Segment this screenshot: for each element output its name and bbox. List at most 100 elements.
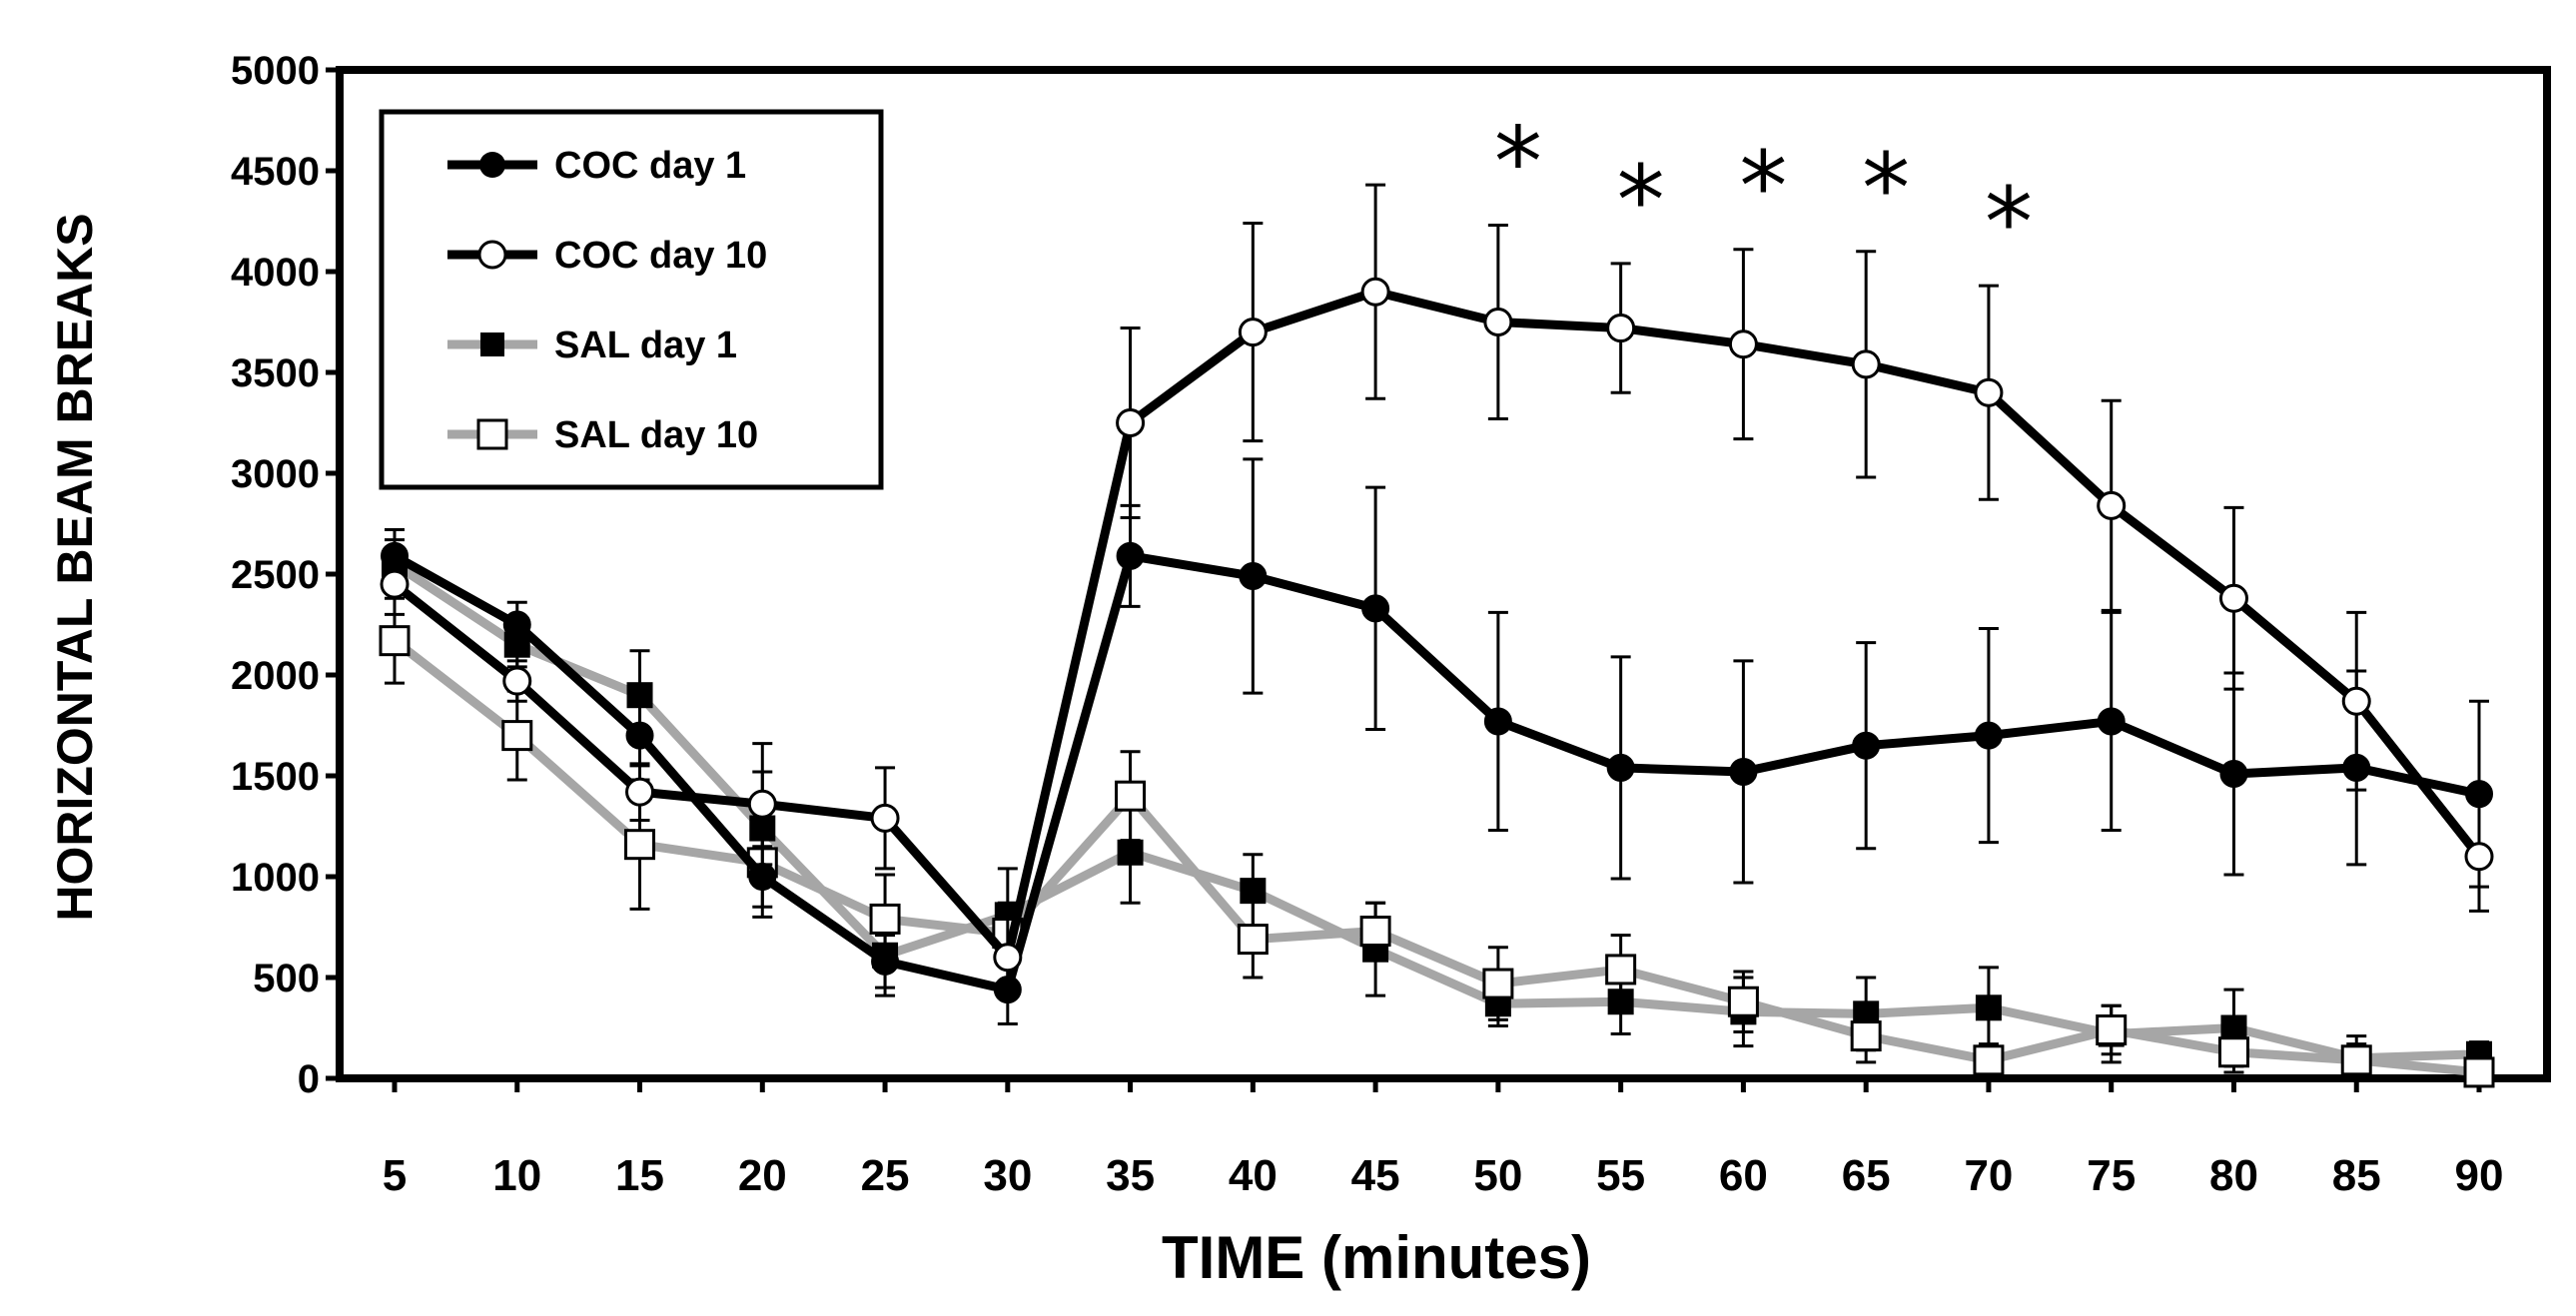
data-point (1361, 594, 1390, 623)
significance-star: * (1739, 131, 1787, 243)
data-point (2463, 1056, 2495, 1088)
data-point (380, 569, 410, 599)
legend-label: COC day 10 (554, 235, 767, 277)
y-tick-label: 500 (253, 957, 320, 1000)
data-point (2341, 686, 2371, 716)
legend-item: COC day 10 (447, 235, 767, 277)
data-point (2464, 842, 2494, 872)
data-point (502, 666, 532, 696)
data-point (993, 943, 1023, 973)
data-point (1850, 1020, 1882, 1052)
legend-marker (477, 240, 507, 270)
data-point (1973, 1044, 2005, 1076)
data-point (1851, 349, 1881, 379)
data-point (1729, 757, 1758, 786)
data-point (1606, 753, 1635, 782)
y-tick-label: 2500 (231, 553, 320, 597)
data-point (2096, 1014, 2128, 1046)
data-point (2219, 759, 2248, 788)
y-axis-title: HORIZONTAL BEAM BREAKS (47, 213, 103, 921)
data-point (870, 803, 900, 833)
data-point (871, 947, 900, 976)
data-point (1117, 839, 1144, 866)
legend-marker (476, 418, 508, 450)
data-point (625, 721, 654, 750)
data-point (2217, 1036, 2249, 1068)
x-tick-label: 65 (1842, 1151, 1891, 1200)
x-tick-label: 60 (1719, 1151, 1768, 1200)
data-point (1606, 314, 1636, 343)
legend-item: SAL day 10 (447, 414, 758, 456)
data-point (1359, 916, 1391, 948)
data-point (1240, 878, 1267, 905)
data-point (1360, 277, 1390, 307)
data-point (1727, 986, 1759, 1017)
x-tick-label: 75 (2087, 1151, 2136, 1200)
significance-star: * (1985, 167, 2033, 279)
x-tick-label: 5 (383, 1151, 407, 1200)
significance-star: * (1617, 145, 1665, 257)
legend: COC day 1 COC day 10 SAL day 1 SAL day 10 (379, 109, 884, 490)
data-point (1975, 994, 2002, 1021)
legend-label: SAL day 10 (554, 414, 758, 456)
legend-box (379, 109, 884, 490)
x-tick-label: 85 (2332, 1151, 2381, 1200)
legend-marker (480, 332, 504, 356)
data-point (748, 863, 777, 891)
significance-star: * (1494, 107, 1542, 219)
data-point (502, 610, 531, 639)
data-point (1974, 721, 2003, 750)
x-tick-label: 30 (983, 1151, 1032, 1200)
data-point (1483, 707, 1512, 736)
y-tick-label: 3000 (231, 452, 320, 496)
data-point (1482, 968, 1514, 999)
series-coc-day-10 (380, 183, 2494, 999)
x-tick-label: 35 (1106, 1151, 1155, 1200)
data-point (2097, 490, 2127, 520)
x-tick-label: 55 (1596, 1151, 1645, 1200)
y-tick-label: 4000 (231, 251, 320, 295)
x-axis-title: TIME (minutes) (1162, 1224, 1591, 1291)
data-point (625, 777, 655, 807)
data-point (379, 625, 411, 657)
data-point (2218, 583, 2248, 613)
y-tick-label: 0 (298, 1057, 320, 1101)
x-tick-label: 40 (1229, 1151, 1278, 1200)
data-point (1239, 562, 1268, 591)
series-line (392, 287, 2483, 963)
x-tick-label: 70 (1964, 1151, 2013, 1200)
data-point (1605, 954, 1637, 986)
data-point (624, 829, 656, 861)
data-point (501, 720, 533, 752)
data-point (869, 903, 901, 935)
data-point (1974, 377, 2004, 407)
y-tick-label: 1000 (231, 856, 320, 900)
data-point (1728, 329, 1758, 359)
x-tick-label: 90 (2455, 1151, 2504, 1200)
legend-marker (479, 152, 505, 178)
legend-label: SAL day 1 (554, 325, 737, 366)
data-point (626, 682, 653, 709)
data-point (2097, 707, 2126, 736)
data-point (2340, 1044, 2372, 1076)
data-point (1852, 731, 1881, 760)
legend-item: COC day 1 (447, 145, 746, 187)
data-point (1116, 408, 1146, 437)
x-tick-label: 20 (738, 1151, 787, 1200)
data-point (1483, 308, 1513, 336)
data-point (1115, 780, 1147, 812)
x-tick-label: 45 (1351, 1151, 1400, 1200)
legend-item: SAL day 1 (447, 325, 737, 366)
x-tick-label: 80 (2209, 1151, 2258, 1200)
legend-label: COC day 1 (554, 145, 746, 187)
data-point (747, 789, 777, 819)
x-tick-label: 10 (492, 1151, 541, 1200)
y-tick-label: 2000 (231, 654, 320, 698)
series-line (392, 551, 2480, 994)
x-tick-label: 25 (861, 1151, 910, 1200)
data-point (1116, 541, 1145, 570)
data-point (1237, 924, 1269, 956)
y-tick-label: 4500 (231, 150, 320, 194)
y-tick-label: 1500 (231, 755, 320, 799)
